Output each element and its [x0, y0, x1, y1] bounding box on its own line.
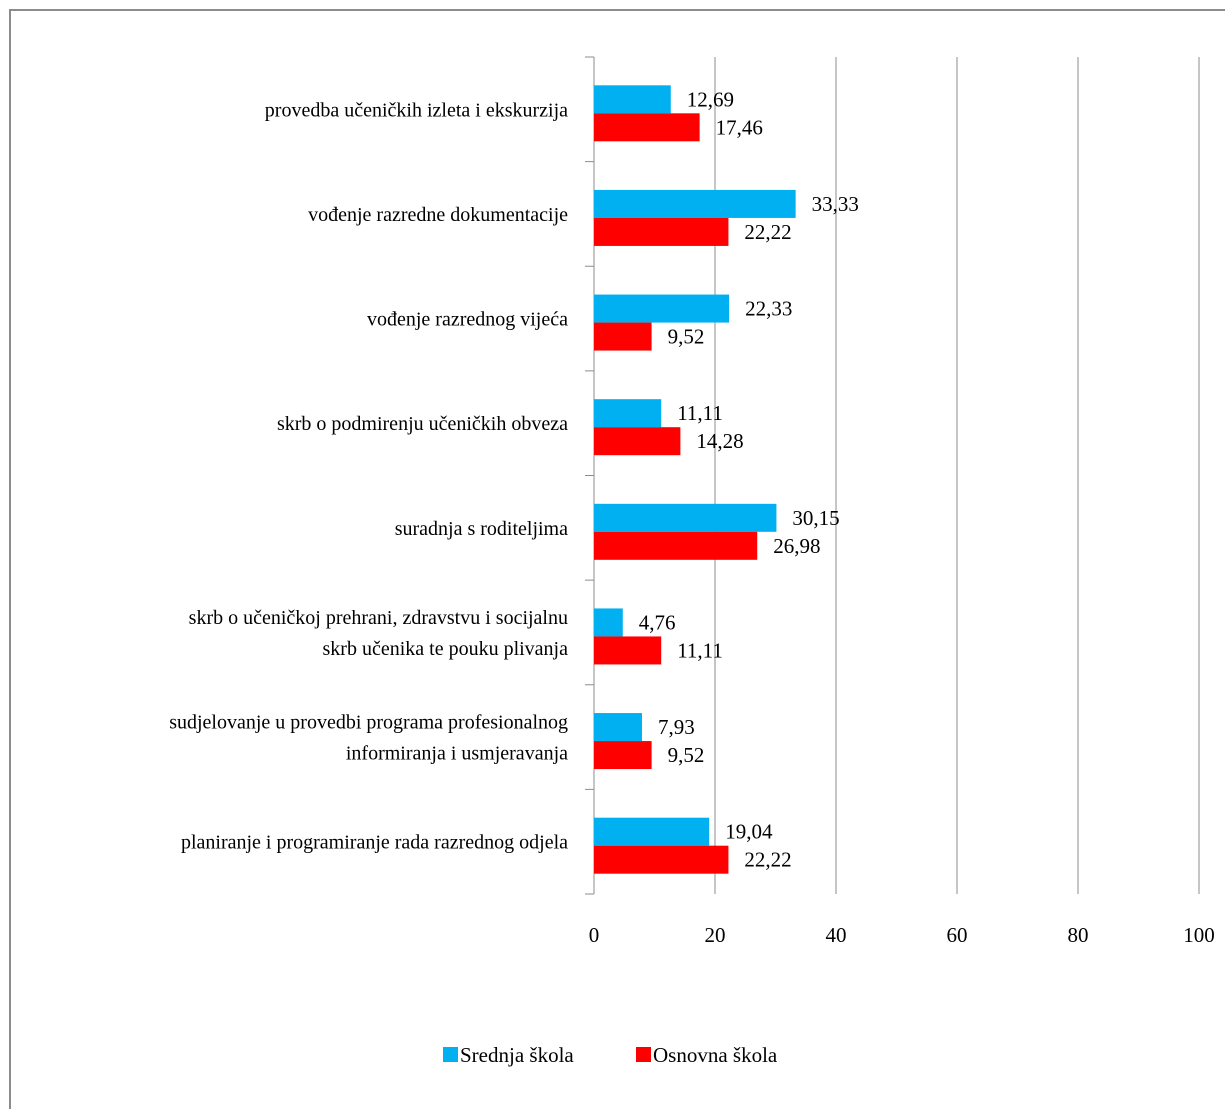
bar-srednja [594, 189, 796, 218]
x-tick-label: 100 [1183, 923, 1215, 947]
bar-osnovna [594, 531, 758, 560]
bar-osnovna [594, 322, 652, 351]
x-tick-label: 60 [947, 923, 968, 947]
value-label: 22,22 [744, 848, 791, 872]
bar-srednja [594, 608, 623, 637]
value-label: 12,69 [687, 87, 734, 111]
bar-osnovna [594, 636, 662, 665]
bar-srednja [594, 294, 730, 323]
value-label: 17,46 [716, 115, 763, 139]
value-label: 11,11 [677, 638, 723, 662]
value-label: 30,15 [792, 506, 839, 530]
category-label: skrb o podmirenju učeničkih obveza [277, 413, 568, 435]
bar-osnovna [594, 741, 652, 770]
bar-osnovna [594, 845, 729, 874]
value-label: 26,98 [773, 534, 820, 558]
value-label: 11,11 [677, 401, 723, 425]
category-label: informiranja i usmjeravanja [346, 743, 568, 765]
value-label: 7,93 [658, 715, 695, 739]
category-label: vođenje razrednog vijeća [367, 309, 568, 331]
legend-swatch [636, 1047, 651, 1062]
category-label: skrb o učeničkoj prehrani, zdravstvu i s… [189, 607, 568, 629]
x-tick-label: 0 [589, 923, 600, 947]
legend-label: Osnovna škola [653, 1043, 778, 1067]
value-label: 22,22 [744, 220, 791, 244]
category-label: suradnja s roditeljima [395, 518, 568, 540]
bar-osnovna [594, 217, 729, 246]
bar-osnovna [594, 113, 700, 142]
category-label: skrb učenika te pouku plivanja [323, 638, 569, 660]
legend-label: Srednja škola [460, 1043, 574, 1067]
category-label: provedba učeničkih izleta i ekskurzija [265, 99, 568, 121]
value-label: 9,52 [668, 743, 705, 767]
category-label: planiranje i programiranje rada razredno… [181, 832, 568, 854]
x-tick-label: 40 [826, 923, 847, 947]
bar-srednja [594, 817, 710, 846]
value-label: 22,33 [745, 297, 792, 321]
bar-osnovna [594, 427, 681, 456]
value-label: 14,28 [696, 429, 743, 453]
legend-swatch [443, 1047, 458, 1062]
category-label: vođenje razredne dokumentacije [308, 204, 568, 226]
category-label: sudjelovanje u provedbi programa profesi… [169, 712, 568, 734]
bar-srednja [594, 713, 642, 742]
bar-srednja [594, 85, 671, 114]
value-label: 19,04 [725, 820, 773, 844]
value-label: 4,76 [639, 610, 676, 634]
x-tick-label: 80 [1068, 923, 1089, 947]
bar-srednja [594, 503, 777, 532]
x-tick-label: 20 [705, 923, 726, 947]
value-label: 33,33 [812, 192, 859, 216]
bar-srednja [594, 399, 662, 428]
value-label: 9,52 [668, 325, 705, 349]
